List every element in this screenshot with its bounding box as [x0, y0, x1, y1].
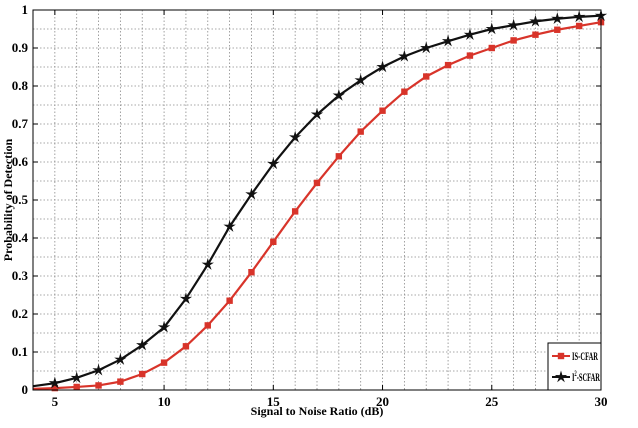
- y-axis-title: Probability of Detection: [1, 138, 15, 261]
- series-is-cfar: [32, 18, 605, 392]
- y-tick-label: 0.6: [12, 154, 29, 169]
- data-point: [310, 108, 324, 120]
- data-point: [114, 353, 127, 365]
- data-point: [179, 292, 193, 305]
- data-point: [226, 297, 233, 304]
- data-point: [245, 187, 258, 200]
- data-point: [95, 382, 102, 389]
- data-point: [485, 22, 498, 35]
- data-point: [160, 359, 168, 366]
- x-tick-label: 30: [595, 394, 608, 409]
- y-tick-label: 0.1: [12, 344, 28, 359]
- data-point: [507, 18, 520, 31]
- y-tick-label: 0.4: [12, 230, 29, 245]
- data-point: [441, 34, 455, 47]
- legend-marker-shape: [554, 370, 568, 383]
- data-point: [288, 130, 302, 143]
- data-point: [354, 73, 367, 86]
- data-point: [117, 378, 124, 385]
- y-tick-label: 0.7: [12, 116, 29, 131]
- legend-marker-i2-scfar: [554, 370, 568, 383]
- legend-label-main: I: [572, 370, 575, 384]
- data-point: [488, 44, 495, 52]
- legend-marker-shape: [557, 352, 565, 360]
- data-point: [554, 26, 561, 33]
- data-point: [223, 220, 236, 232]
- legend: IS-CFAR I2-SCFAR: [547, 342, 602, 391]
- series-i2-scfar: [32, 9, 608, 389]
- legend-label-i2-scfar: I2-SCFAR: [572, 369, 600, 384]
- data-point: [248, 269, 255, 276]
- grid: [33, 10, 601, 390]
- data-point: [267, 157, 280, 170]
- axis-ticks: 5 10 15 20 25 30 0 0.1 0.2 0.3 0.4 0.5 0.6 0.7 0.8 0.9 1: [12, 2, 608, 409]
- data-point: [92, 363, 105, 376]
- y-tick-label: 0: [22, 382, 29, 397]
- legend-label-is-cfar: IS-CFAR: [572, 349, 598, 363]
- data-point: [70, 371, 83, 384]
- data-point: [379, 107, 386, 114]
- x-tick-label: 10: [158, 394, 171, 409]
- data-point: [357, 128, 364, 135]
- series-line: [32, 14, 602, 388]
- legend-label-rest: -SCFAR: [577, 370, 600, 384]
- x-tick-label: 5: [52, 394, 59, 409]
- y-tick-label: 0.5: [12, 192, 29, 207]
- data-point: [529, 14, 542, 27]
- data-point: [73, 383, 80, 391]
- data-point: [572, 10, 586, 23]
- data-point: [48, 376, 62, 389]
- data-point: [401, 88, 408, 95]
- data-point: [291, 208, 299, 215]
- legend-marker-is-cfar: [557, 352, 565, 360]
- data-point: [463, 28, 477, 40]
- data-point: [510, 37, 517, 44]
- data-point: [420, 41, 433, 54]
- y-tick-label: 0.2: [12, 306, 28, 321]
- x-tick-label: 15: [267, 394, 281, 409]
- data-point: [575, 22, 583, 30]
- data-point: [182, 343, 190, 350]
- data-point: [398, 49, 411, 62]
- data-point: [423, 73, 430, 80]
- legend-box: [547, 342, 602, 391]
- x-tick-label: 25: [485, 394, 499, 409]
- data-point: [270, 238, 277, 245]
- data-point: [532, 31, 539, 38]
- plot-frame: [32, 9, 602, 391]
- data-point: [139, 370, 146, 378]
- data-point: [444, 61, 452, 69]
- legend-label-superscript: 2: [575, 369, 577, 378]
- y-tick-label: 0.9: [12, 40, 29, 55]
- y-tick-label: 0.3: [12, 268, 29, 283]
- data-point: [332, 89, 346, 101]
- x-axis-title: Signal to Noise Ratio (dB): [251, 404, 384, 418]
- y-tick-label: 0.8: [12, 78, 29, 93]
- legend-item-i2-scfar: I2-SCFAR: [552, 369, 600, 384]
- data-point: [376, 60, 389, 73]
- data-point: [335, 153, 343, 160]
- data-point: [466, 52, 474, 59]
- data-point: [204, 322, 211, 329]
- x-tick-label: 20: [376, 394, 389, 409]
- y-tick-label: 1: [22, 2, 29, 17]
- data-point: [51, 384, 59, 392]
- data-point: [201, 258, 214, 270]
- legend-item-is-cfar: IS-CFAR: [552, 349, 598, 363]
- data-point: [551, 12, 564, 24]
- data-point: [313, 179, 321, 187]
- data-point: [157, 320, 171, 333]
- data-point: [136, 338, 149, 351]
